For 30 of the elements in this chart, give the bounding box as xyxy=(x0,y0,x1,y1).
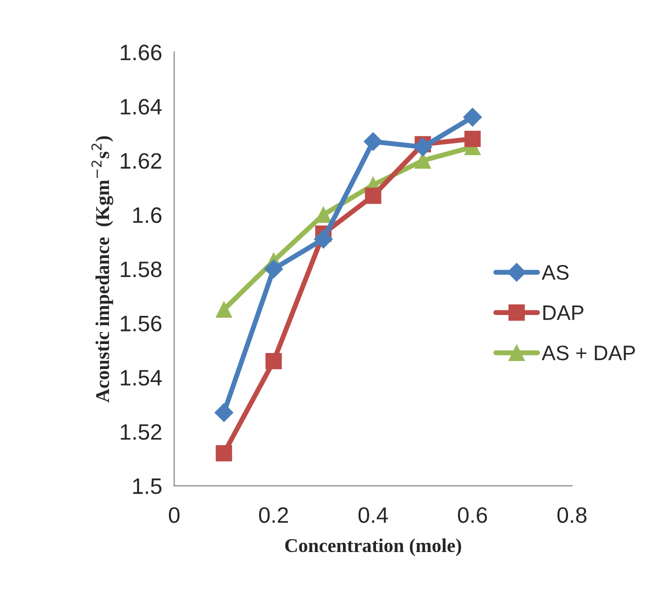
legend-label: DAP xyxy=(543,306,584,320)
x-tick-label: 0.2 xyxy=(259,507,288,523)
point xyxy=(214,403,234,422)
x-tick-label: 0 xyxy=(168,507,180,523)
x-tick-label: 0.4 xyxy=(358,507,388,523)
point xyxy=(264,260,284,278)
point xyxy=(216,301,232,318)
y-tick-label: 1.52 xyxy=(120,424,162,440)
y-tick-label: 1.64 xyxy=(120,98,162,115)
point xyxy=(463,108,482,127)
point xyxy=(265,352,282,370)
point xyxy=(364,188,382,204)
y-tick-label: 1.62 xyxy=(120,153,162,169)
point xyxy=(314,230,333,248)
point xyxy=(464,130,481,148)
point xyxy=(216,445,232,462)
y-tick-label: 1.58 xyxy=(120,261,162,278)
y-tick-label: 1.6 xyxy=(133,207,162,224)
legend-label: AS + DAP xyxy=(542,346,635,360)
y-tick-label: 1.5 xyxy=(133,478,162,494)
y-axis-title: Acoustic impedance (Kgm$^{−2}$s$^{2}$) xyxy=(91,136,114,402)
point xyxy=(364,132,382,151)
y-tick-label: 1.56 xyxy=(120,316,162,332)
x-tick-label: 0.8 xyxy=(557,507,586,523)
y-tick-label: 1.54 xyxy=(120,370,162,386)
y-tick-label: 1.66 xyxy=(120,44,162,60)
point xyxy=(413,138,432,156)
x-axis-title: Concentration (mole) xyxy=(285,538,462,556)
x-tick-label: 0.6 xyxy=(458,507,488,523)
legend-label: AS xyxy=(542,265,568,280)
